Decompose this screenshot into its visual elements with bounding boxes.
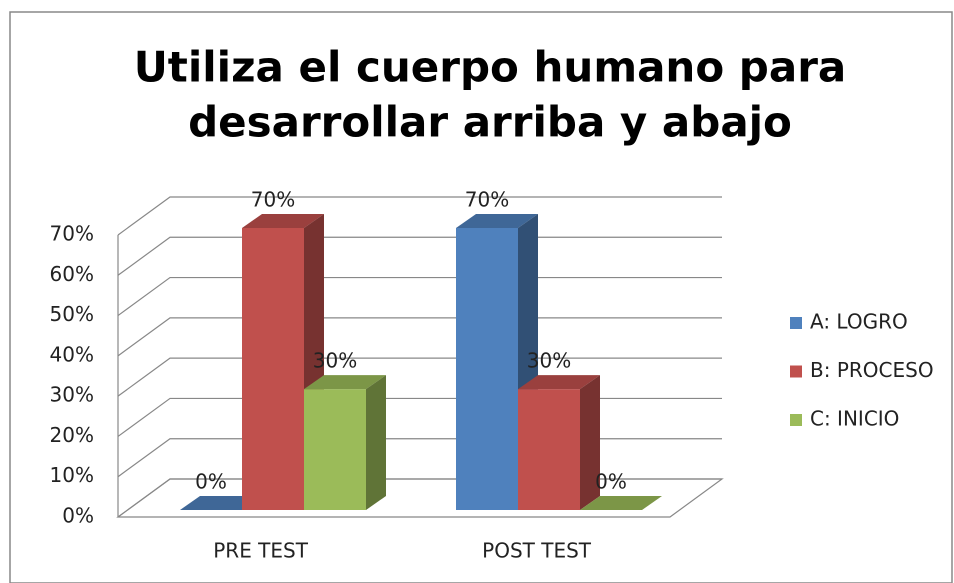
chart-title: Utiliza el cuerpo humano para [134,43,847,92]
data-label: 70% [251,188,295,212]
data-label: 0% [195,470,227,494]
bar [242,228,304,510]
bar [304,389,366,510]
y-tick-label: 60% [50,262,94,286]
legend-swatch [790,365,802,378]
data-label: 30% [313,349,357,373]
bar-top [518,375,600,390]
y-tick-label: 10% [50,463,94,487]
x-tick-label: PRE TEST [213,539,309,563]
bar [518,389,580,510]
bar-side [580,375,600,510]
legend-swatch [790,414,802,426]
data-label: 70% [465,188,509,212]
y-tick-label: 20% [50,423,94,447]
bar-top [456,214,538,228]
chart-title: desarrollar arriba y abajo [188,98,792,147]
y-tick-label: 70% [50,222,94,246]
bar-top [242,214,324,228]
y-tick-label: 0% [62,504,94,528]
y-tick-label: 50% [50,302,94,326]
bar-side [366,375,386,510]
bar-top [304,375,386,390]
legend-label: A: LOGRO [810,310,908,334]
grid-line [117,196,722,236]
bar-top [580,496,662,510]
data-label: 0% [595,470,627,494]
y-tick-label: 40% [50,342,94,366]
bar [456,228,518,510]
bar-top [180,496,262,510]
data-label: 30% [527,349,571,373]
legend-label: B: PROCESO [810,358,934,382]
legend-label: C: INICIO [810,407,899,431]
x-tick-label: POST TEST [482,539,592,563]
legend-swatch [790,317,802,329]
y-tick-label: 30% [50,383,94,407]
